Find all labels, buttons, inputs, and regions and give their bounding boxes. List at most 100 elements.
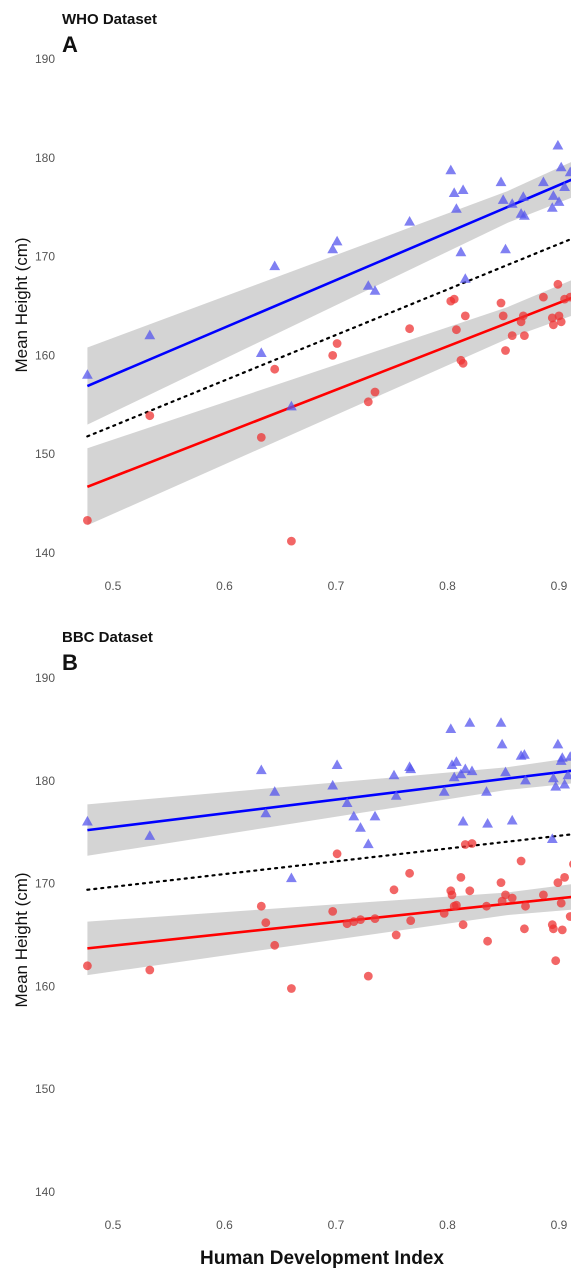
y-axis-title: Mean Height (cm)	[12, 237, 31, 372]
triangle-point	[556, 752, 568, 762]
circle-point	[370, 914, 380, 923]
circle-point	[496, 878, 506, 887]
triangle-point	[348, 810, 360, 821]
triangle-point	[82, 815, 93, 826]
triangle-point	[500, 766, 511, 777]
circle-point	[332, 339, 342, 348]
circle-point	[270, 364, 280, 374]
triangle-point	[404, 216, 415, 226]
triangle-point	[564, 751, 571, 761]
circle-point	[467, 839, 477, 848]
x-tick-label: 0.7	[328, 1218, 345, 1232]
triangle-point	[445, 164, 457, 175]
tick-labels: 140 150 160 170 180 190 0.5 0.6 0.7 0.8 0.9	[35, 671, 568, 1232]
female-regression-line	[87, 895, 571, 950]
triangle-point	[388, 769, 400, 780]
x-tick-label: 0.8	[439, 579, 456, 593]
triangle-point	[341, 797, 353, 807]
male-confidence-band	[87, 758, 571, 856]
triangle-point	[286, 400, 297, 411]
panel-letter: B	[62, 650, 78, 675]
circle-point	[560, 873, 569, 882]
triangle-point	[495, 176, 507, 187]
circle-point	[496, 298, 506, 308]
female-confidence-band	[87, 884, 571, 976]
x-tick-label: 0.9	[551, 1218, 568, 1232]
triangle-point	[506, 198, 518, 208]
circle-point	[501, 890, 510, 900]
x-tick-label: 0.5	[105, 1218, 122, 1232]
triangle-point	[448, 771, 460, 782]
triangle-point	[448, 187, 460, 197]
triangle-point	[355, 822, 366, 832]
circle-point	[556, 317, 566, 327]
triangle-point	[459, 763, 471, 774]
circle-point	[507, 331, 517, 340]
circle-point	[356, 915, 365, 924]
panel-letter: A	[62, 32, 78, 57]
circle-point	[406, 916, 416, 925]
panel-title: BBC Dataset	[62, 629, 153, 646]
circle-point	[405, 868, 414, 878]
circle-point	[145, 411, 155, 421]
y-tick-label: 190	[35, 671, 55, 685]
regression-lines	[86, 178, 571, 489]
regression-lines	[86, 769, 571, 950]
circle-point	[256, 901, 266, 911]
overall-trend-line	[86, 833, 571, 891]
triangle-point	[457, 184, 469, 194]
circle-point	[363, 397, 373, 407]
triangle-point	[538, 176, 549, 187]
circle-point	[556, 898, 566, 908]
circle-point	[447, 890, 457, 900]
circle-point	[342, 919, 352, 929]
triangle-point	[260, 807, 272, 818]
panel-who-dataset: WHO Dataset A Mean Height (cm) 140 150 160…	[12, 11, 571, 593]
circle-point	[520, 924, 529, 934]
circle-point	[328, 351, 338, 360]
circle-point	[565, 912, 571, 921]
circle-point	[518, 311, 528, 321]
triangle-point	[466, 765, 478, 776]
male-regression-line	[86, 178, 571, 388]
panel-bbc-dataset: BBC Dataset B Mean Height (cm) 140 150 160…	[12, 629, 571, 1232]
circle-point	[516, 856, 526, 866]
triangle-point	[506, 814, 518, 825]
triangle-point	[327, 243, 339, 254]
triangle-point	[451, 203, 462, 213]
triangle-point	[269, 786, 281, 796]
triangle-point	[390, 790, 402, 800]
triangle-point	[255, 764, 267, 775]
circle-point	[553, 279, 563, 289]
circle-point	[261, 918, 271, 928]
triangle-point	[451, 756, 462, 766]
x-axis-title: Human Development Index	[200, 1248, 444, 1269]
circle-point	[83, 516, 92, 525]
triangle-point	[405, 763, 417, 774]
circle-point	[482, 901, 491, 911]
circle-point	[456, 873, 466, 882]
circle-point	[549, 924, 558, 934]
circle-point	[507, 893, 517, 903]
circle-point	[465, 886, 475, 896]
y-tick-label: 140	[35, 1185, 55, 1199]
circle-point	[520, 331, 529, 340]
triangle-point	[546, 833, 558, 843]
x-tick-label: 0.6	[216, 579, 233, 593]
triangle-point	[517, 191, 529, 201]
triangle-point	[362, 280, 374, 290]
male-regression-line	[87, 769, 571, 832]
circle-point	[287, 536, 296, 546]
triangle-point	[562, 769, 571, 780]
circle-point	[483, 936, 492, 946]
circle-point	[458, 358, 468, 368]
triangle-point	[362, 838, 374, 849]
triangle-point	[144, 830, 156, 840]
circle-point	[370, 387, 380, 397]
circle-point	[565, 292, 571, 302]
y-tick-label: 170	[35, 250, 55, 264]
circle-point	[449, 294, 459, 304]
y-tick-label: 140	[35, 546, 55, 560]
data-points	[82, 717, 571, 993]
circle-point	[328, 907, 338, 916]
